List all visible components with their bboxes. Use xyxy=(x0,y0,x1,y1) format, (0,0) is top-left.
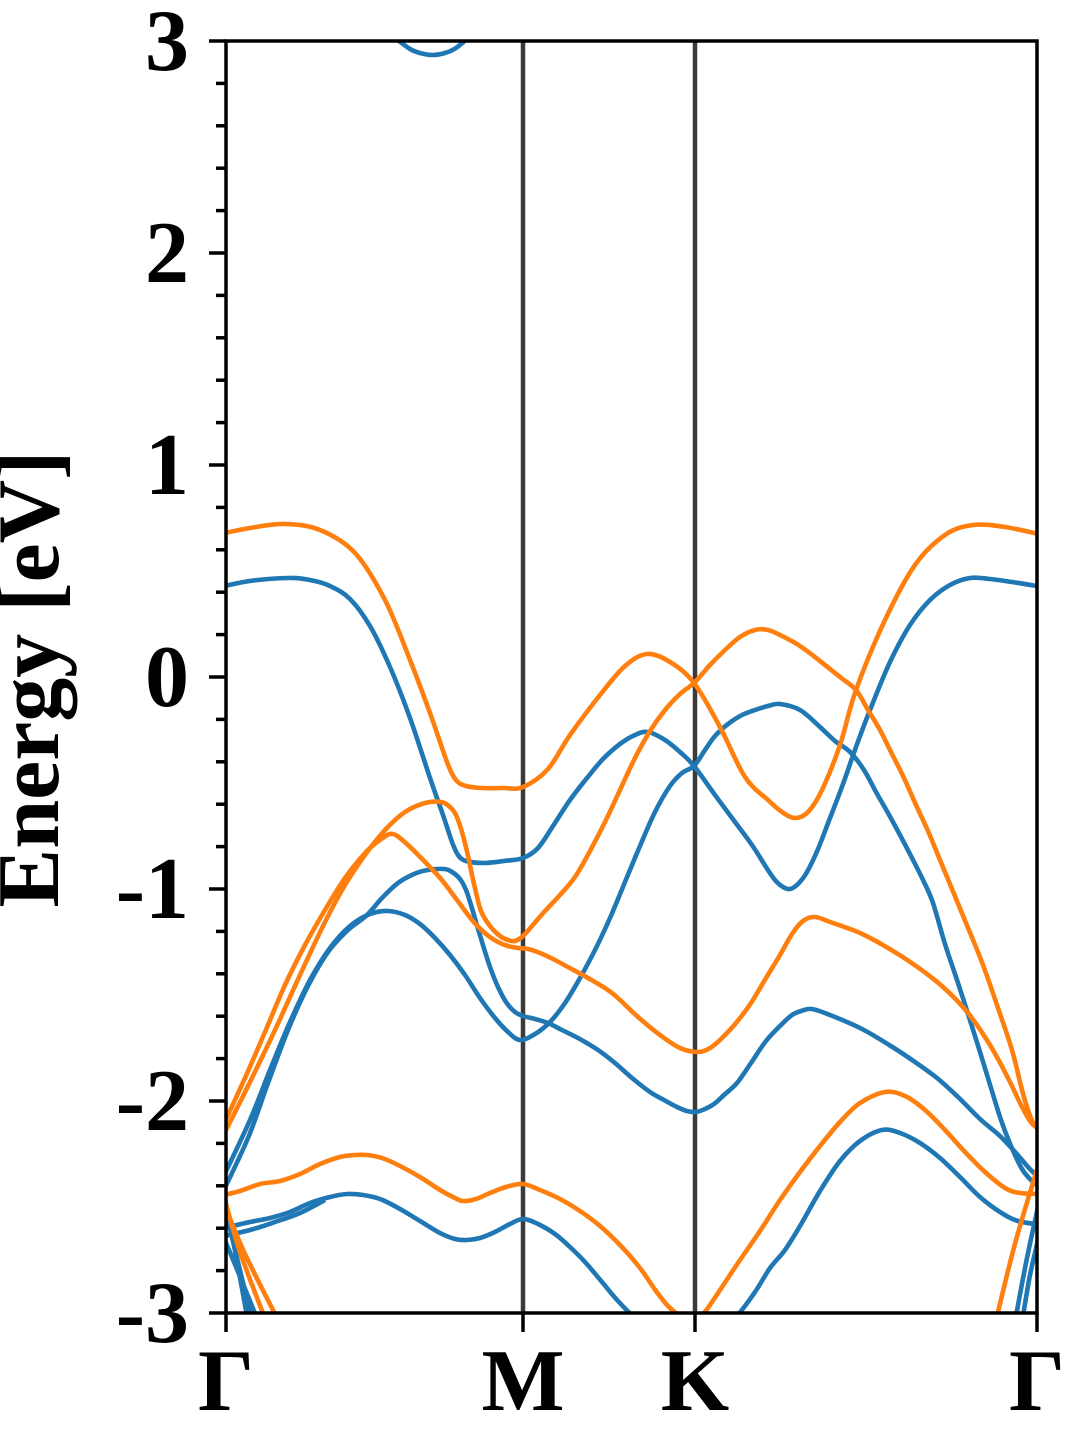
svg-text:-1: -1 xyxy=(116,841,189,938)
svg-text:2: 2 xyxy=(145,205,189,302)
svg-text:-2: -2 xyxy=(116,1053,189,1150)
svg-text:3: 3 xyxy=(145,0,189,90)
svg-text:Γ: Γ xyxy=(1009,1333,1065,1430)
svg-text:Γ: Γ xyxy=(198,1333,254,1430)
svg-text:Energy [eV]: Energy [eV] xyxy=(0,451,78,908)
svg-text:K: K xyxy=(661,1333,729,1430)
svg-text:0: 0 xyxy=(145,629,189,726)
svg-text:-3: -3 xyxy=(116,1265,189,1362)
svg-text:M: M xyxy=(481,1333,564,1430)
svg-text:1: 1 xyxy=(145,417,189,514)
